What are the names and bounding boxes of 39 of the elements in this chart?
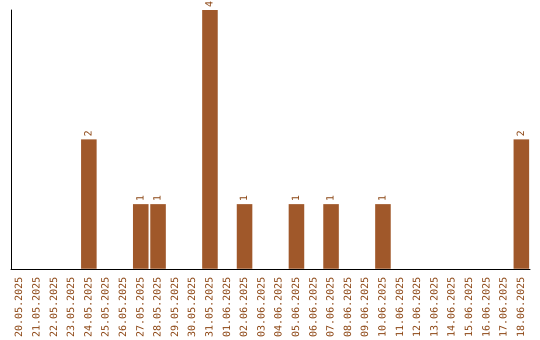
x-tick-label: 04.06.2025 (274, 276, 285, 338)
data-label: 4 (204, 0, 216, 7)
x-tick-label: 12.06.2025 (412, 276, 424, 338)
x-tick-label: 16.06.2025 (481, 276, 492, 338)
x-tick-label: 26.05.2025 (118, 276, 129, 338)
x-tick-label: 22.05.2025 (48, 276, 60, 338)
x-tick-label: 09.06.2025 (360, 276, 372, 338)
x-tick-label: 13.06.2025 (429, 276, 440, 338)
data-label: 1 (152, 195, 164, 202)
x-tick-label: 01.06.2025 (222, 276, 233, 338)
x-tick-label: 29.05.2025 (170, 276, 181, 338)
data-label: 2 (83, 130, 94, 136)
x-tick-label: 14.06.2025 (446, 276, 458, 338)
x-tick-label: 03.06.2025 (256, 276, 268, 338)
x-tick-label: 10.06.2025 (377, 276, 388, 338)
x-tick-label: 21.05.2025 (31, 276, 42, 338)
x-tick-label: 25.05.2025 (100, 276, 112, 338)
x-tick-label: 27.05.2025 (135, 276, 146, 338)
data-label: 1 (135, 195, 146, 202)
x-tick-label: 24.05.2025 (83, 276, 94, 338)
x-tick-label: 15.06.2025 (464, 276, 475, 338)
data-label: 2 (516, 130, 527, 136)
x-tick-label: 28.05.2025 (152, 276, 164, 338)
x-tick-label: 02.06.2025 (239, 276, 250, 338)
x-tick-label: 07.06.2025 (326, 276, 337, 338)
x-tick-label: 08.06.2025 (342, 276, 354, 338)
x-tick-label: 17.06.2025 (498, 276, 510, 338)
data-label: 1 (377, 195, 388, 202)
x-tick-label: 06.06.2025 (308, 276, 320, 338)
x-tick-label: 18.06.2025 (516, 276, 527, 338)
x-tick-label: 05.06.2025 (290, 276, 302, 338)
x-tick-label: 11.06.2025 (394, 276, 406, 338)
x-tick-label: 30.05.2025 (187, 276, 198, 338)
data-label: 1 (326, 195, 337, 202)
x-tick-label: 20.05.2025 (14, 276, 26, 338)
data-label: 1 (239, 195, 250, 202)
x-tick-label: 31.05.2025 (204, 276, 216, 338)
data-label: 1 (290, 195, 302, 202)
x-tick-label: 23.05.2025 (66, 276, 78, 338)
